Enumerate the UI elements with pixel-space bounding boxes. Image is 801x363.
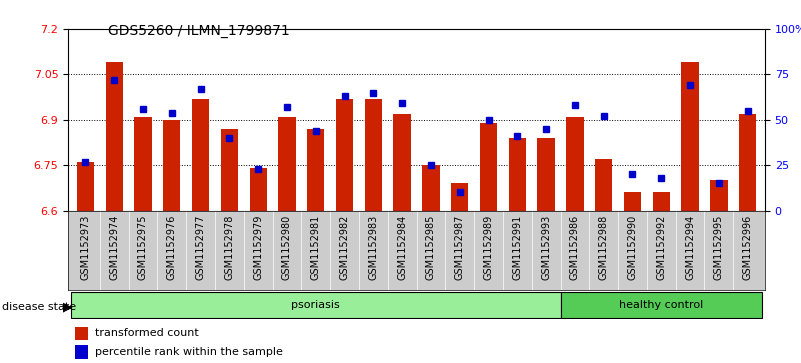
Bar (192, 99, 209, 211)
Bar (393, 114, 411, 211)
Bar (422, 165, 440, 211)
Text: disease state: disease state (2, 302, 76, 312)
Bar (451, 183, 469, 211)
Bar (739, 114, 756, 211)
Bar (364, 99, 382, 211)
Text: healthy control: healthy control (619, 300, 703, 310)
Text: GSM1152974: GSM1152974 (109, 215, 119, 280)
Bar (106, 62, 123, 211)
Bar (278, 117, 296, 211)
Bar (710, 180, 727, 211)
Text: GSM1152992: GSM1152992 (656, 215, 666, 280)
Bar (77, 162, 94, 211)
Text: GSM1152990: GSM1152990 (627, 215, 638, 280)
Text: GSM1152996: GSM1152996 (743, 215, 753, 280)
Text: GSM1152975: GSM1152975 (138, 215, 148, 280)
Text: GSM1152978: GSM1152978 (224, 215, 235, 280)
Text: GSM1152976: GSM1152976 (167, 215, 177, 280)
Text: psoriasis: psoriasis (292, 300, 340, 310)
Bar (75, 346, 87, 359)
Bar (509, 138, 526, 211)
Text: ▶: ▶ (62, 300, 72, 313)
Text: GSM1152989: GSM1152989 (484, 215, 493, 280)
Text: GSM1152988: GSM1152988 (598, 215, 609, 280)
Bar (653, 192, 670, 211)
Text: GSM1152982: GSM1152982 (340, 215, 349, 280)
Text: GDS5260 / ILMN_1799871: GDS5260 / ILMN_1799871 (108, 24, 290, 38)
Bar (163, 120, 180, 211)
Bar (480, 123, 497, 211)
Text: GSM1152987: GSM1152987 (455, 215, 465, 280)
Text: GSM1152977: GSM1152977 (195, 215, 206, 280)
Bar (135, 117, 151, 211)
Bar (682, 62, 698, 211)
Bar (249, 168, 267, 211)
Text: GSM1152991: GSM1152991 (513, 215, 522, 280)
Bar (71, 292, 561, 318)
Bar (336, 99, 353, 211)
Bar (566, 117, 584, 211)
Text: transformed count: transformed count (95, 329, 199, 338)
Text: GSM1152980: GSM1152980 (282, 215, 292, 280)
Text: GSM1152981: GSM1152981 (311, 215, 320, 280)
Bar (624, 192, 641, 211)
Text: GSM1152985: GSM1152985 (426, 215, 436, 280)
Text: GSM1152973: GSM1152973 (80, 215, 91, 280)
Text: GSM1152994: GSM1152994 (685, 215, 695, 280)
Bar (537, 138, 555, 211)
Text: GSM1152993: GSM1152993 (541, 215, 551, 280)
Text: percentile rank within the sample: percentile rank within the sample (95, 347, 283, 357)
Text: GSM1152995: GSM1152995 (714, 215, 724, 280)
Bar (221, 129, 238, 211)
Text: GSM1152983: GSM1152983 (368, 215, 378, 280)
Bar (561, 292, 762, 318)
Bar (307, 129, 324, 211)
Text: GSM1152984: GSM1152984 (397, 215, 407, 280)
Text: GSM1152979: GSM1152979 (253, 215, 264, 280)
Bar (595, 159, 612, 211)
Text: GSM1152986: GSM1152986 (570, 215, 580, 280)
Bar (75, 327, 87, 340)
